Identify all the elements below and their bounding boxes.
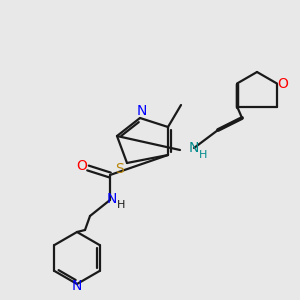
Text: H: H (199, 150, 207, 160)
Text: H: H (117, 200, 125, 210)
Text: N: N (107, 192, 117, 206)
Text: S: S (116, 162, 124, 176)
Text: N: N (72, 279, 82, 293)
Text: N: N (189, 141, 199, 155)
Text: N: N (137, 104, 147, 118)
Text: O: O (278, 76, 288, 91)
Text: O: O (76, 159, 87, 173)
